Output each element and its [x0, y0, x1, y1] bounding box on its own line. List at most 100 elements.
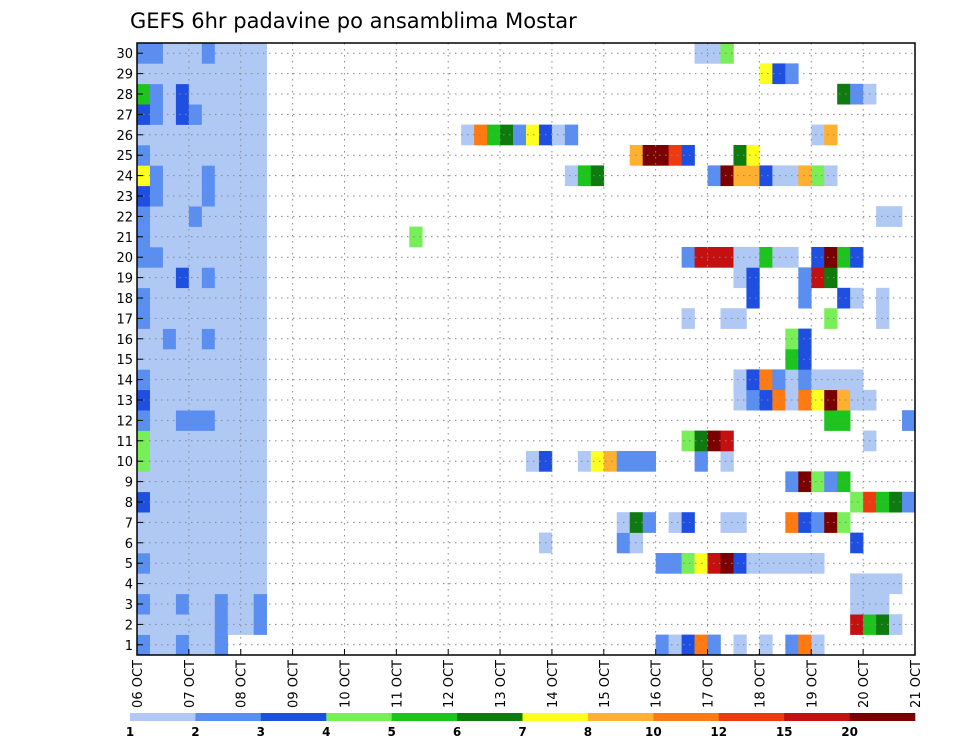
heatmap-cell	[824, 512, 838, 533]
heatmap-cell	[201, 206, 216, 227]
heatmap-cell	[850, 389, 864, 411]
heatmap-cell	[149, 369, 164, 391]
heatmap-cell	[668, 634, 682, 656]
heatmap-cell	[162, 206, 177, 227]
heatmap-cell	[824, 247, 838, 268]
heatmap-cell	[175, 308, 190, 329]
heatmap-cell	[149, 349, 164, 370]
heatmap-cell	[798, 349, 812, 370]
heatmap-cell	[201, 532, 216, 554]
x-axis: 06 OCT 07 OCT 08 OCT 09 OCT 10 OCT 11 OCT 12 O…	[131, 649, 924, 708]
heatmap-cell	[149, 124, 164, 146]
x-tick-label: 09 OCT	[287, 660, 302, 708]
heatmap-cell	[811, 267, 825, 289]
heatmap-cell	[746, 165, 760, 187]
heatmap-cell	[759, 63, 773, 85]
heatmap-cell	[240, 410, 254, 431]
heatmap-cell	[201, 389, 216, 411]
heatmap-cell	[175, 451, 190, 472]
heatmap-cell	[746, 553, 760, 574]
heatmap-cell	[811, 124, 825, 146]
heatmap-cell	[876, 593, 890, 615]
y-tick-label: 15	[116, 353, 133, 368]
heatmap-cell	[253, 328, 267, 350]
heatmap-cell	[175, 532, 190, 554]
heatmap-cell	[824, 471, 838, 493]
heatmap-cell	[201, 63, 216, 85]
heatmap-cell	[824, 369, 838, 391]
heatmap-cell	[149, 410, 164, 431]
heatmap-cell	[149, 308, 164, 329]
heatmap-cell	[188, 471, 203, 493]
heatmap-cell	[253, 349, 267, 370]
heatmap-cell	[681, 308, 695, 329]
heatmap-cell	[720, 43, 734, 64]
heatmap-cell	[746, 369, 760, 391]
heatmap-cell	[837, 512, 851, 533]
heatmap-cell	[240, 491, 254, 513]
heatmap-cell	[149, 389, 164, 411]
x-tick-label: 18 OCT	[753, 660, 768, 708]
heatmap-cell	[201, 43, 216, 64]
y-tick-label: 12	[116, 414, 133, 429]
colorbar-swatch	[587, 713, 654, 721]
heatmap-cell	[850, 83, 864, 105]
heatmap-cell	[162, 471, 177, 493]
heatmap-cell	[733, 165, 747, 187]
heatmap-cell	[811, 247, 825, 268]
y-tick-label: 30	[116, 47, 133, 62]
heatmap-cell	[668, 145, 682, 166]
colorbar-label: 10	[645, 725, 662, 739]
heatmap-cell	[889, 614, 903, 635]
heatmap-cell	[798, 553, 812, 574]
colorbar-swatch	[849, 713, 916, 721]
heatmap-cell	[733, 512, 747, 533]
heatmap-cell	[837, 287, 851, 309]
heatmap-cell	[162, 512, 177, 533]
heatmap-cell	[798, 267, 812, 289]
heatmap-cell	[681, 430, 695, 452]
heatmap-cell	[188, 410, 203, 431]
heatmap-cell	[188, 369, 203, 391]
y-tick-label: 23	[116, 190, 133, 205]
heatmap-cells	[137, 43, 916, 656]
heatmap-cell	[162, 491, 177, 513]
heatmap-cell	[188, 634, 203, 656]
heatmap-cell	[201, 104, 216, 125]
heatmap-cell	[149, 83, 164, 105]
y-tick-label: 6	[125, 537, 133, 552]
heatmap-cell	[746, 247, 760, 268]
heatmap-cell	[681, 553, 695, 574]
heatmap-cell	[902, 410, 916, 431]
colorbar-label: 2	[191, 725, 199, 739]
colorbar-label: 12	[710, 725, 727, 739]
heatmap-cell	[201, 512, 216, 533]
heatmap-cell	[811, 389, 825, 411]
heatmap-cell	[681, 634, 695, 656]
heatmap-cell	[253, 430, 267, 452]
heatmap-cell	[240, 145, 254, 166]
heatmap-cell	[253, 491, 267, 513]
heatmap-cell	[188, 145, 203, 166]
heatmap-cell	[201, 369, 216, 391]
heatmap-cell	[201, 614, 216, 635]
heatmap-cell	[681, 512, 695, 533]
heatmap-cell	[201, 165, 216, 187]
colorbar-label: 4	[322, 725, 330, 739]
heatmap-cell	[162, 287, 177, 309]
colorbar-swatch	[260, 713, 327, 721]
heatmap-cell	[175, 573, 190, 595]
heatmap-cell	[733, 247, 747, 268]
heatmap-cell	[149, 512, 164, 533]
heatmap-cell	[811, 369, 825, 391]
heatmap-cell	[188, 165, 203, 187]
heatmap-cell	[201, 267, 216, 289]
heatmap-cell	[149, 63, 164, 85]
y-tick-label: 29	[116, 68, 133, 83]
heatmap-cell	[824, 124, 838, 146]
heatmap-cell	[175, 247, 190, 268]
colorbar-label: 8	[584, 725, 592, 739]
heatmap-cell	[188, 491, 203, 513]
heatmap-cell	[175, 593, 190, 615]
heatmap-cell	[149, 43, 164, 64]
